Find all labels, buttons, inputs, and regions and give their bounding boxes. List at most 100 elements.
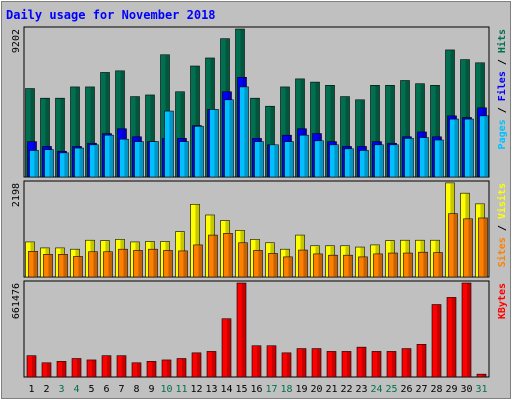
bar-shade-pages-day-31: [484, 116, 488, 177]
bar-shade-sites-day-22: [348, 255, 352, 277]
bar-shade-sites-day-3: [63, 254, 67, 277]
x-tick-label-8: 8: [133, 384, 139, 395]
bar-shade-kbytes-day-9: [151, 361, 156, 377]
bar-kbytes-day-11: [176, 358, 187, 378]
bar-shade-pages-day-11: [184, 142, 188, 177]
bar-pages-day-14: [224, 99, 234, 178]
bar-shade-hits-day-18: [285, 87, 289, 177]
bar-sites-day-21: [328, 254, 338, 278]
bar-shade-hits-day-28: [435, 85, 439, 177]
x-tick-label-23: 23: [355, 384, 367, 395]
bar-shade-kbytes-day-5: [91, 360, 96, 377]
bar-shade-pages-day-3: [64, 153, 68, 177]
bar-kbytes-day-15: [236, 282, 247, 378]
bar-shade-sites-day-13: [213, 235, 217, 277]
bar-shade-hits-day-22: [345, 97, 349, 177]
x-tick-label-28: 28: [430, 384, 442, 395]
x-tick-label-3: 3: [58, 384, 64, 395]
bar-shade-hits-day-16: [255, 98, 259, 177]
x-tick-label-20: 20: [310, 384, 322, 395]
bar-shade-kbytes-day-15: [241, 283, 246, 377]
bar-kbytes-day-4: [71, 358, 82, 378]
x-tick-label-7: 7: [118, 384, 124, 395]
bar-shade-kbytes-day-8: [136, 363, 141, 377]
chart-title: Daily usage for November 2018: [6, 8, 216, 22]
bar-pages-day-3: [59, 152, 69, 178]
bar-sites-day-7: [118, 248, 128, 278]
bar-shade-kbytes-day-30: [466, 283, 471, 377]
bar-pages-day-18: [284, 141, 294, 178]
bar-shade-pages-day-19: [304, 135, 308, 177]
bar-shade-pages-day-12: [199, 126, 203, 177]
bar-pages-day-4: [74, 147, 84, 178]
series-label-part: /: [497, 101, 508, 119]
bar-kbytes-day-2: [41, 362, 52, 378]
bar-pages-day-1: [29, 150, 39, 178]
bar-sites-day-14: [223, 233, 233, 278]
bar-shade-pages-day-25: [394, 145, 398, 177]
bar-shade-hits-day-1: [30, 89, 34, 177]
bar-shade-sites-day-24: [378, 254, 382, 277]
bar-shade-kbytes-day-4: [76, 359, 81, 377]
series-label-kbytes: KBytes: [497, 283, 508, 319]
bar-sites-day-18: [283, 256, 293, 278]
bar-shade-sites-day-5: [93, 252, 97, 277]
bar-sites-day-26: [403, 252, 413, 278]
series-label-part: Sites: [496, 237, 508, 267]
series-label-part: /: [497, 53, 508, 71]
bar-shade-pages-day-1: [34, 150, 38, 177]
bar-shade-pages-day-2: [49, 150, 53, 177]
bar-shade-sites-day-25: [393, 253, 397, 277]
bar-pages-day-24: [374, 144, 384, 178]
bar-shade-kbytes-day-18: [286, 353, 291, 377]
bar-kbytes-day-13: [206, 351, 217, 378]
bar-shade-hits-day-27: [420, 84, 424, 177]
bar-shade-sites-day-16: [258, 250, 262, 277]
bar-pages-day-8: [134, 141, 144, 178]
bar-kbytes-day-5: [86, 359, 97, 378]
bar-sites-day-5: [88, 251, 98, 278]
x-tick-label-1: 1: [28, 384, 34, 395]
y-max-label-visits-sites: 2198: [11, 183, 22, 207]
bar-shade-pages-day-30: [469, 119, 473, 177]
bar-shade-kbytes-day-20: [316, 349, 321, 377]
bar-shade-pages-day-14: [229, 100, 233, 177]
x-tick-label-21: 21: [325, 384, 337, 395]
bar-pages-day-23: [359, 150, 369, 178]
bar-pages-day-19: [299, 134, 309, 178]
bar-sites-day-28: [433, 252, 443, 278]
bar-shade-sites-day-29: [453, 214, 457, 277]
bar-sites-day-12: [193, 244, 203, 278]
x-tick-label-5: 5: [88, 384, 94, 395]
bar-sites-day-31: [478, 217, 488, 278]
bar-kbytes-day-6: [101, 355, 112, 378]
bar-shade-kbytes-day-1: [31, 356, 36, 377]
x-tick-label-27: 27: [415, 384, 427, 395]
bar-sites-day-25: [388, 252, 398, 278]
bar-shade-kbytes-day-7: [121, 356, 126, 377]
bar-shade-kbytes-day-31: [481, 374, 486, 377]
series-label-part: Hits: [496, 29, 508, 53]
bar-shade-sites-day-21: [333, 255, 337, 277]
bar-sites-day-11: [178, 250, 188, 278]
x-tick-label-22: 22: [340, 384, 352, 395]
bar-sites-day-29: [448, 213, 458, 278]
bar-shade-sites-day-7: [123, 249, 127, 277]
bar-shade-pages-day-10: [169, 111, 173, 177]
bar-shade-sites-day-27: [423, 252, 427, 277]
bar-kbytes-day-31: [476, 373, 487, 378]
x-tick-label-29: 29: [445, 384, 457, 395]
bar-shade-sites-day-9: [153, 249, 157, 277]
bar-pages-day-10: [164, 110, 174, 178]
bar-shade-kbytes-day-3: [61, 361, 66, 377]
bar-kbytes-day-8: [131, 362, 142, 378]
bar-shade-hits-day-5: [90, 87, 94, 177]
bar-shade-pages-day-20: [319, 141, 323, 177]
x-tick-label-13: 13: [205, 384, 217, 395]
bar-shade-sites-day-30: [468, 219, 472, 277]
bar-shade-pages-day-13: [214, 109, 218, 177]
series-label-hits-files-pages: Pages / Files / Hits: [496, 29, 508, 149]
bar-shade-hits-day-3: [60, 98, 64, 177]
x-tick-label-19: 19: [295, 384, 307, 395]
bar-shade-hits-day-6: [105, 72, 109, 177]
